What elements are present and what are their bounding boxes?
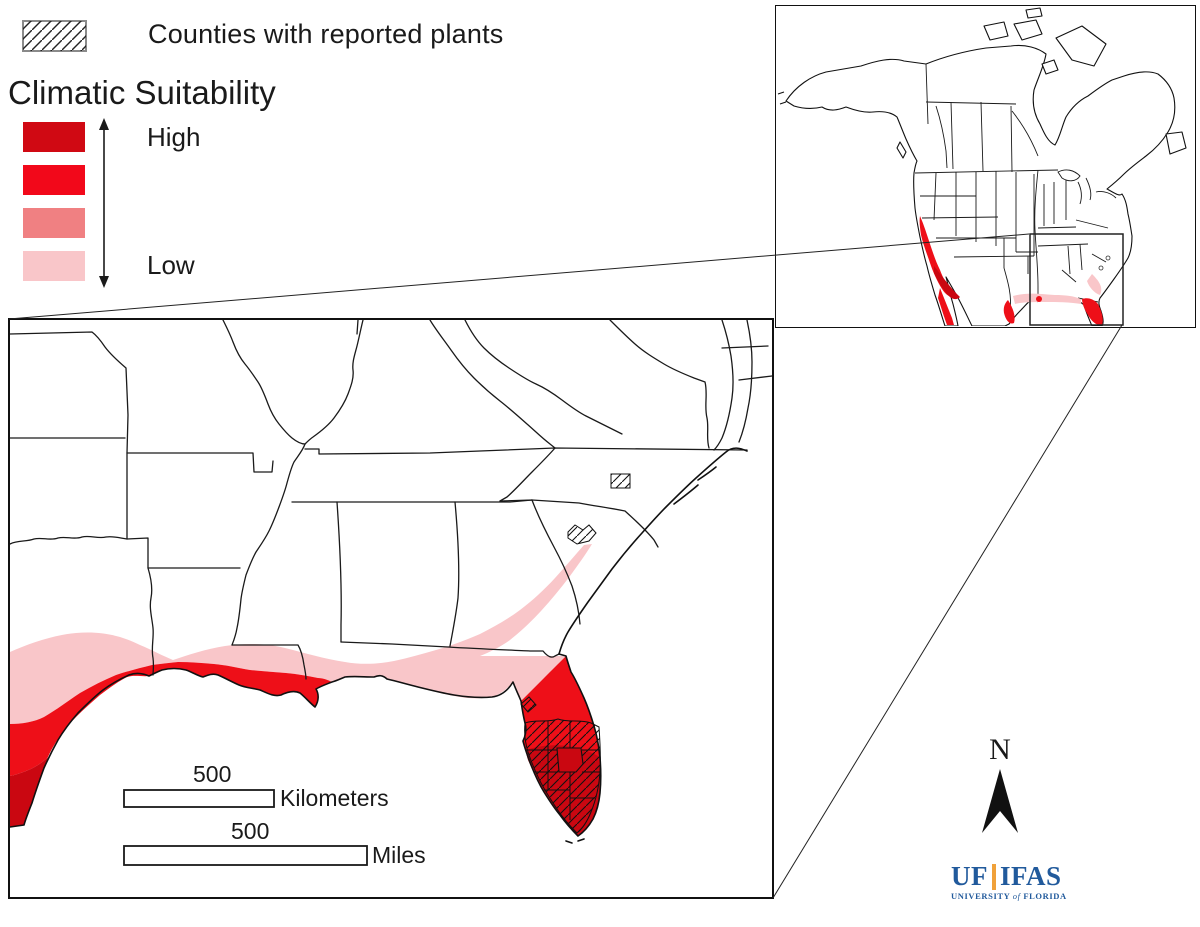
logo-ifas: IFAS xyxy=(1000,861,1062,891)
counties-legend-label: Counties with reported plants xyxy=(148,19,504,49)
logo-uf: UF xyxy=(951,861,988,891)
logo-divider xyxy=(992,863,996,890)
suitability-swatch-med-high xyxy=(23,165,85,195)
main-map: 500 Kilometers 500 Miles xyxy=(8,318,774,899)
suitability-red-band-gulf xyxy=(10,662,332,776)
scale-mi-bar xyxy=(123,845,368,866)
suitability-ramp-arrow-icon xyxy=(92,116,116,290)
suitability-swatch-med-low xyxy=(23,208,85,238)
scale-mi-unit: Miles xyxy=(372,842,426,868)
suitability-swatch-low xyxy=(23,251,85,281)
low-label: Low xyxy=(147,250,195,280)
logo-tagline: UNIVERSITY of FLORIDA xyxy=(951,891,1067,901)
suitability-swatch-high xyxy=(23,122,85,152)
scale-km-unit: Kilometers xyxy=(280,785,389,811)
coastline xyxy=(10,447,748,844)
suitability-low-band xyxy=(10,544,592,724)
suitability-dark-red-south-texas xyxy=(10,757,48,827)
north-arrow: N xyxy=(955,735,1045,845)
counties-hatch-key-icon xyxy=(22,20,87,52)
reported-county-south-carolina xyxy=(567,524,597,545)
suitability-legend-title: Climatic Suitability xyxy=(8,74,276,111)
scale-mi-value: 500 xyxy=(231,818,269,844)
inset-overview-map xyxy=(775,5,1196,328)
uf-ifas-logo: UF IFAS UNIVERSITY of FLORIDA xyxy=(951,861,1071,902)
scale-km-bar xyxy=(123,789,275,808)
north-america-outline xyxy=(777,7,1187,326)
scale-bars: 500 Kilometers 500 Miles xyxy=(123,761,426,868)
reported-county-north-carolina xyxy=(610,473,631,489)
reported-counties-florida xyxy=(520,696,601,834)
scale-km-value: 500 xyxy=(193,761,231,787)
north-label: N xyxy=(989,733,1011,766)
state-boundaries xyxy=(10,320,772,680)
north-arrow-icon xyxy=(982,769,1018,833)
state-province-boundaries xyxy=(914,63,1117,321)
high-label: High xyxy=(147,122,201,152)
